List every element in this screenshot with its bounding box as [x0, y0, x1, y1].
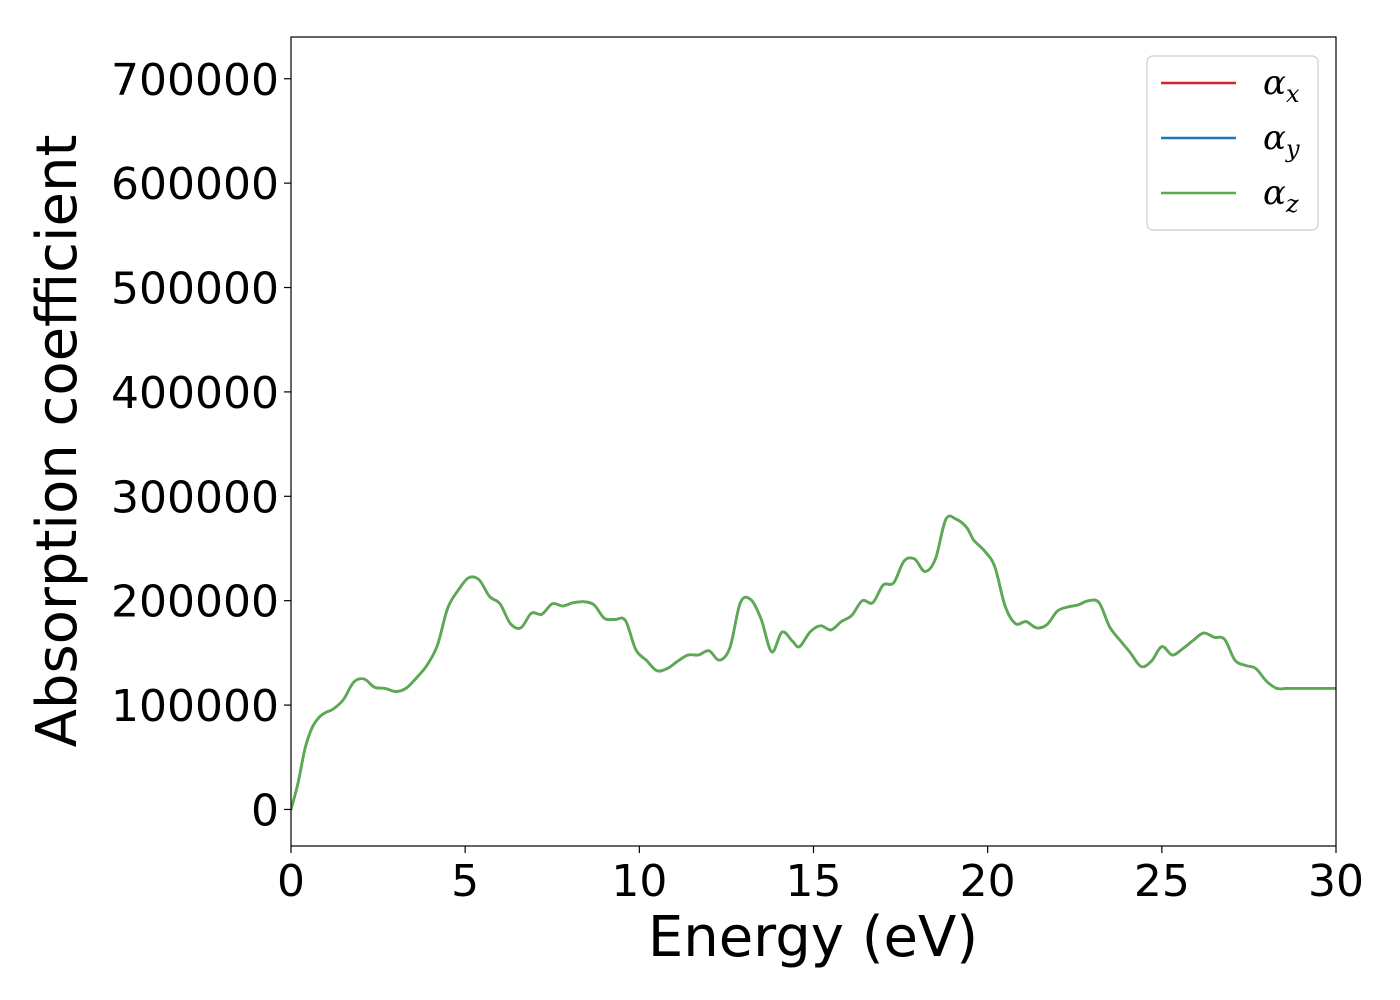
x-tick-label: 30: [1308, 856, 1364, 907]
x-tick-label: 15: [786, 856, 842, 907]
x-tick-label: 0: [277, 856, 305, 907]
legend: αx αy αz: [1146, 55, 1319, 231]
y-tick-label: 400000: [111, 368, 279, 419]
series-line-αx: [291, 514, 1336, 811]
legend-items: αx αy αz: [1161, 63, 1300, 218]
y-axis-label: Absorption coefficient: [25, 135, 90, 748]
y-tick-label: 0: [251, 785, 279, 836]
x-tick-label: 25: [1134, 856, 1190, 907]
series-line-αy: [291, 514, 1336, 811]
x-ticks: 0 5 10 15 20 25 30: [277, 846, 1364, 907]
y-tick-label: 100000: [111, 681, 279, 732]
x-tick-label: 10: [611, 856, 667, 907]
y-ticks: 0 100000 200000 300000 400000 500000 600000 700…: [111, 55, 291, 836]
x-axis-label: Energy (eV): [648, 905, 978, 970]
y-tick-label: 500000: [111, 264, 279, 315]
legend-label-x: αx: [1263, 63, 1300, 108]
legend-label-z: αz: [1263, 173, 1299, 218]
x-tick-label: 5: [451, 856, 479, 907]
legend-box: [1146, 55, 1319, 231]
x-tick-label: 20: [960, 856, 1016, 907]
y-tick-label: 200000: [111, 577, 279, 628]
series-line-αz: [291, 514, 1336, 811]
y-tick-label: 600000: [111, 159, 279, 210]
legend-label-y: αy: [1263, 118, 1300, 163]
series-layer: [291, 514, 1336, 811]
y-tick-label: 300000: [111, 472, 279, 523]
y-tick-label: 700000: [111, 55, 279, 106]
